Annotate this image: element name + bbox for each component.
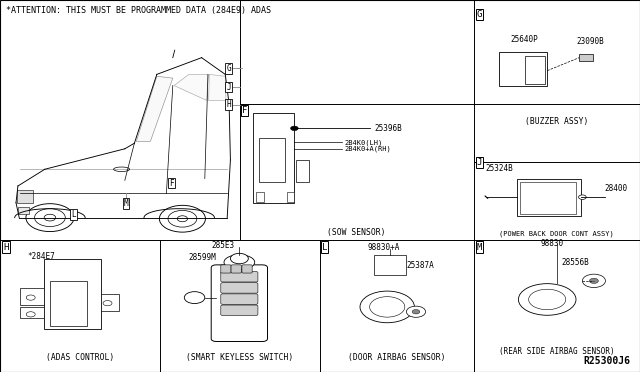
Bar xyxy=(374,255,406,275)
Bar xyxy=(296,160,309,182)
Text: 25387A: 25387A xyxy=(406,262,434,270)
Ellipse shape xyxy=(114,167,129,171)
Text: 28599M: 28599M xyxy=(189,253,216,262)
FancyBboxPatch shape xyxy=(231,265,241,273)
Bar xyxy=(20,288,44,305)
Circle shape xyxy=(291,126,298,131)
Ellipse shape xyxy=(529,289,566,310)
Bar xyxy=(517,179,581,216)
Text: (POWER BACK DOOR CONT ASSY): (POWER BACK DOOR CONT ASSY) xyxy=(499,231,614,237)
Text: (BUZZER ASSY): (BUZZER ASSY) xyxy=(525,118,589,126)
Circle shape xyxy=(103,301,112,306)
Ellipse shape xyxy=(518,283,576,315)
Circle shape xyxy=(230,253,248,264)
Bar xyxy=(17,190,33,203)
Text: G: G xyxy=(226,64,231,73)
Text: *284E7: *284E7 xyxy=(28,252,55,261)
Text: M: M xyxy=(477,243,482,251)
Text: F: F xyxy=(169,179,174,187)
Text: 25640P: 25640P xyxy=(511,35,538,44)
Ellipse shape xyxy=(44,214,56,221)
Ellipse shape xyxy=(370,297,405,317)
Polygon shape xyxy=(209,74,226,100)
Text: G: G xyxy=(477,10,482,19)
Text: 98830+A: 98830+A xyxy=(368,243,401,252)
Text: 98830: 98830 xyxy=(541,239,564,248)
Text: *ATTENTION: THIS MUST BE PROGRAMMED DATA (284E9) ADAS: *ATTENTION: THIS MUST BE PROGRAMMED DATA… xyxy=(6,6,271,15)
Circle shape xyxy=(579,195,586,199)
Text: L: L xyxy=(322,243,327,251)
Polygon shape xyxy=(136,76,173,141)
Bar xyxy=(256,192,264,202)
Text: 23090B: 23090B xyxy=(576,37,604,46)
Circle shape xyxy=(26,312,35,317)
Bar xyxy=(520,182,576,214)
Text: (REAR SIDE AIRBAG SENSOR): (REAR SIDE AIRBAG SENSOR) xyxy=(499,347,614,356)
Text: F: F xyxy=(242,106,247,115)
Bar xyxy=(579,54,593,61)
Circle shape xyxy=(412,310,420,314)
FancyBboxPatch shape xyxy=(242,265,252,273)
Text: 28556B: 28556B xyxy=(562,258,589,267)
Text: (ADAS CONTROL): (ADAS CONTROL) xyxy=(46,353,114,362)
Bar xyxy=(20,307,44,318)
Text: 25324B: 25324B xyxy=(485,164,513,173)
Text: 25396B: 25396B xyxy=(374,124,402,133)
Polygon shape xyxy=(174,74,208,100)
Bar xyxy=(50,281,87,326)
Ellipse shape xyxy=(26,204,74,231)
Ellipse shape xyxy=(360,291,415,323)
Ellipse shape xyxy=(224,255,255,270)
Ellipse shape xyxy=(168,210,197,227)
Circle shape xyxy=(582,274,605,288)
Text: H: H xyxy=(3,243,8,251)
FancyBboxPatch shape xyxy=(221,305,258,315)
Circle shape xyxy=(26,295,35,300)
Bar xyxy=(499,52,547,86)
Ellipse shape xyxy=(159,205,205,232)
Circle shape xyxy=(589,278,598,283)
Bar xyxy=(44,259,101,329)
Text: (SOW SENSOR): (SOW SENSOR) xyxy=(327,228,386,237)
FancyBboxPatch shape xyxy=(221,265,231,273)
Text: M: M xyxy=(124,199,129,208)
Circle shape xyxy=(184,292,205,304)
Text: 2B4K0(LH): 2B4K0(LH) xyxy=(344,139,383,146)
Text: 285E3: 285E3 xyxy=(211,241,234,250)
Bar xyxy=(253,113,294,203)
FancyBboxPatch shape xyxy=(211,265,268,341)
FancyBboxPatch shape xyxy=(221,272,258,282)
Text: R25300J6: R25300J6 xyxy=(584,356,630,366)
Text: L: L xyxy=(71,210,76,219)
Text: (DOOR AIRBAG SENSOR): (DOOR AIRBAG SENSOR) xyxy=(348,353,445,362)
Text: (SMART KEYLESS SWITCH): (SMART KEYLESS SWITCH) xyxy=(186,353,294,362)
Text: J: J xyxy=(226,83,231,92)
Ellipse shape xyxy=(177,216,188,222)
Bar xyxy=(525,56,545,84)
Bar xyxy=(259,138,285,182)
Text: H: H xyxy=(226,100,231,109)
Ellipse shape xyxy=(35,209,65,227)
Text: 28400: 28400 xyxy=(605,185,628,193)
Text: 2B4K0+A(RH): 2B4K0+A(RH) xyxy=(344,145,391,152)
Bar xyxy=(287,192,294,202)
FancyBboxPatch shape xyxy=(221,294,258,304)
FancyBboxPatch shape xyxy=(221,283,258,293)
Circle shape xyxy=(406,306,426,317)
Bar xyxy=(101,294,119,311)
Bar xyxy=(18,207,29,214)
Text: J: J xyxy=(477,158,482,167)
